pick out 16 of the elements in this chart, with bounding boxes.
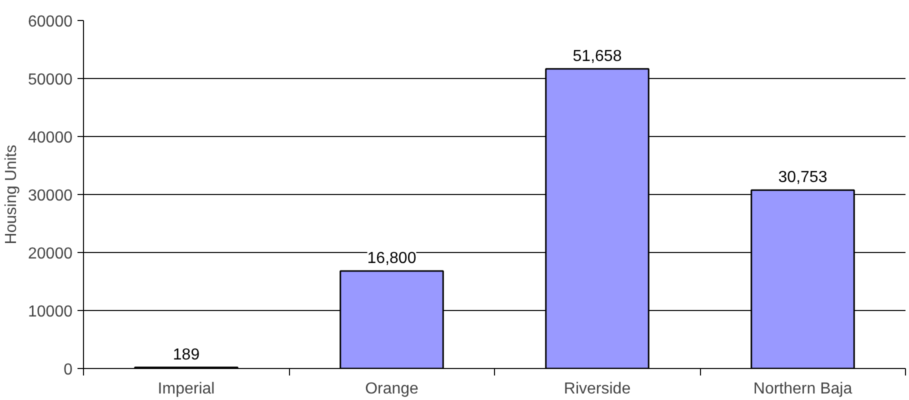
y-tick-label: 0 xyxy=(64,362,73,378)
data-label: 189 xyxy=(172,346,200,364)
y-tick-label: 20000 xyxy=(28,246,73,262)
y-tick-label: 60000 xyxy=(28,14,73,30)
x-tick-label: Northern Baja xyxy=(753,380,852,398)
y-tick-label: 30000 xyxy=(28,188,73,204)
x-tick-label: Riverside xyxy=(564,380,631,398)
y-tick-label: 10000 xyxy=(28,304,73,320)
data-label: 30,753 xyxy=(778,169,828,186)
y-tick-label: 50000 xyxy=(28,72,73,88)
data-label: 16,800 xyxy=(367,250,416,268)
data-label: 51,658 xyxy=(572,48,622,65)
x-tick-label: Orange xyxy=(365,380,419,398)
y-tick-label: 40000 xyxy=(28,130,73,146)
x-tick-label: Imperial xyxy=(158,380,215,398)
y-axis-title: Housing Units xyxy=(3,144,20,244)
